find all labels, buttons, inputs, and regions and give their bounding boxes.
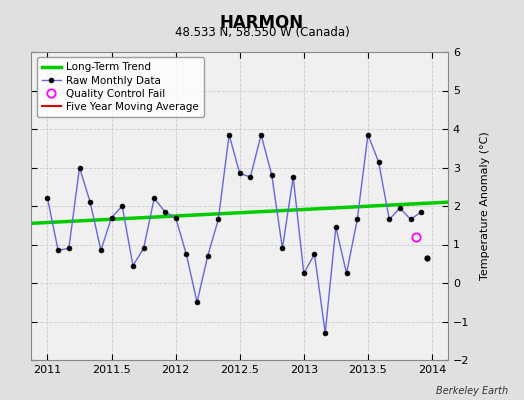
Raw Monthly Data (140, 246, 147, 251)
Raw Monthly Data (333, 225, 339, 230)
Raw Monthly Data (269, 173, 275, 178)
Raw Monthly Data (311, 252, 318, 256)
Raw Monthly Data (77, 165, 83, 170)
Raw Monthly Data (194, 300, 200, 305)
Raw Monthly Data (172, 215, 179, 220)
Raw Monthly Data (215, 217, 222, 222)
Raw Monthly Data (301, 271, 307, 276)
Raw Monthly Data (354, 217, 361, 222)
Raw Monthly Data (108, 215, 115, 220)
Text: HARMON: HARMON (220, 14, 304, 32)
Raw Monthly Data (322, 331, 329, 336)
Raw Monthly Data (130, 263, 136, 268)
Raw Monthly Data (55, 248, 61, 253)
Raw Monthly Data (87, 200, 93, 204)
Text: 48.533 N, 58.550 W (Canada): 48.533 N, 58.550 W (Canada) (174, 26, 350, 39)
Raw Monthly Data (226, 132, 232, 137)
Legend: Long-Term Trend, Raw Monthly Data, Quality Control Fail, Five Year Moving Averag: Long-Term Trend, Raw Monthly Data, Quali… (37, 57, 204, 117)
Raw Monthly Data (162, 209, 168, 214)
Raw Monthly Data (375, 159, 381, 164)
Raw Monthly Data (365, 132, 371, 137)
Raw Monthly Data (45, 196, 51, 201)
Raw Monthly Data (151, 196, 157, 201)
Raw Monthly Data (98, 248, 104, 253)
Raw Monthly Data (397, 206, 403, 210)
Raw Monthly Data (343, 271, 350, 276)
Raw Monthly Data (204, 254, 211, 258)
Raw Monthly Data (418, 209, 424, 214)
Raw Monthly Data (66, 246, 72, 251)
Raw Monthly Data (290, 175, 297, 180)
Raw Monthly Data (386, 217, 392, 222)
Text: Berkeley Earth: Berkeley Earth (436, 386, 508, 396)
Raw Monthly Data (183, 252, 189, 256)
Y-axis label: Temperature Anomaly (°C): Temperature Anomaly (°C) (481, 132, 490, 280)
Raw Monthly Data (236, 171, 243, 176)
Raw Monthly Data (247, 175, 254, 180)
Raw Monthly Data (119, 204, 125, 208)
Raw Monthly Data (279, 246, 286, 251)
Line: Raw Monthly Data: Raw Monthly Data (45, 132, 424, 336)
Raw Monthly Data (408, 217, 414, 222)
Raw Monthly Data (258, 132, 264, 137)
